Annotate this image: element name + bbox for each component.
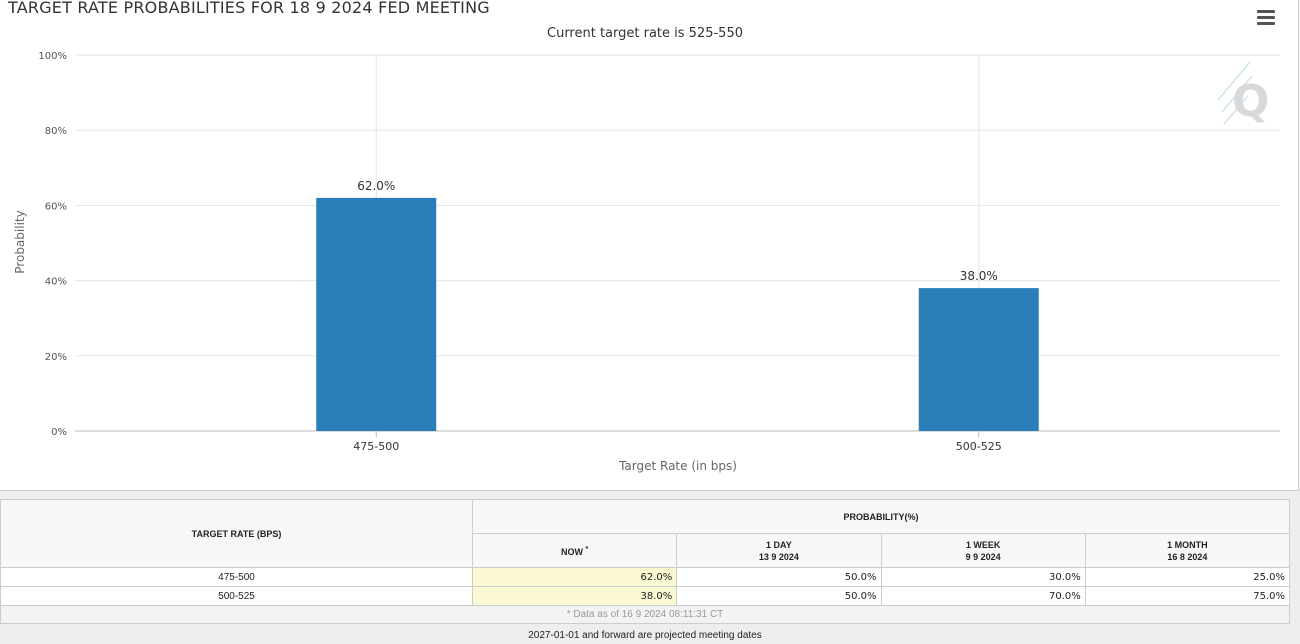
table-row: 475-500 62.0% 50.0% 30.0% 25.0% — [0, 567, 1291, 587]
now-cell: 38.0% — [471, 586, 678, 606]
x-tick-label: 500-525 — [956, 440, 1002, 453]
y-tick-label: 0% — [51, 427, 67, 438]
x-axis-title: Target Rate (in bps) — [618, 459, 737, 473]
bar-data-label: 62.0% — [357, 179, 395, 193]
x-tick-label: 475-500 — [353, 440, 399, 453]
bar — [918, 288, 1039, 431]
probability-header: PROBABILITY(%) — [472, 499, 1290, 534]
rate-cell: 475-500 — [0, 567, 473, 587]
now-cell: 62.0% — [471, 567, 678, 587]
y-axis-title: Probability — [13, 210, 27, 273]
1-day-cell: 50.0% — [676, 567, 882, 587]
chart-panel: TARGET RATE PROBABILITIES FOR 18 9 2024 … — [0, 0, 1299, 491]
chart-subtitle: Current target rate is 525-550 — [547, 26, 743, 41]
1-month-cell: 25.0% — [1084, 567, 1291, 587]
1-day-cell: 50.0% — [676, 586, 882, 606]
bar-chart: Q 0% 20% 40% 60% 80% 100% 62.0% 475-500 38.0% 500… — [13, 51, 1280, 473]
rate-column-header: TARGET RATE (BPS) — [0, 499, 473, 568]
table-row: 500-525 38.0% 50.0% 70.0% 75.0% — [0, 586, 1291, 606]
y-tick-label: 40% — [45, 277, 67, 288]
now-column-header: NOW * — [471, 533, 678, 568]
1-month-cell: 75.0% — [1084, 586, 1291, 606]
svg-text:Q: Q — [1232, 76, 1269, 127]
bar — [316, 197, 437, 431]
1-month-column-header: 1 MONTH 16 8 2024 — [1084, 533, 1291, 568]
y-tick-label: 20% — [45, 352, 67, 363]
1-week-cell: 70.0% — [880, 586, 1086, 606]
probability-table: TARGET RATE (BPS) PROBABILITY(%) NOW * 1… — [0, 499, 1291, 624]
y-tick-label: 100% — [38, 51, 67, 62]
q-logo-icon: Q — [1217, 61, 1269, 127]
footer-note: 2027-01-01 and forward are projected mee… — [528, 630, 762, 641]
1-week-cell: 30.0% — [880, 567, 1086, 587]
y-tick-label: 80% — [45, 126, 67, 137]
data-timestamp-note: * Data as of 16 9 2024 08:11:31 CT — [0, 605, 1290, 624]
chart-title: TARGET RATE PROBABILITIES FOR 18 9 2024 … — [8, 0, 490, 17]
hamburger-menu-icon[interactable] — [1257, 10, 1275, 26]
1-week-column-header: 1 WEEK 9 9 2024 — [880, 533, 1086, 568]
1-day-column-header: 1 DAY 13 9 2024 — [676, 533, 882, 568]
bar-data-label: 38.0% — [960, 269, 998, 283]
y-tick-label: 60% — [45, 201, 67, 212]
rate-cell: 500-525 — [0, 586, 473, 606]
